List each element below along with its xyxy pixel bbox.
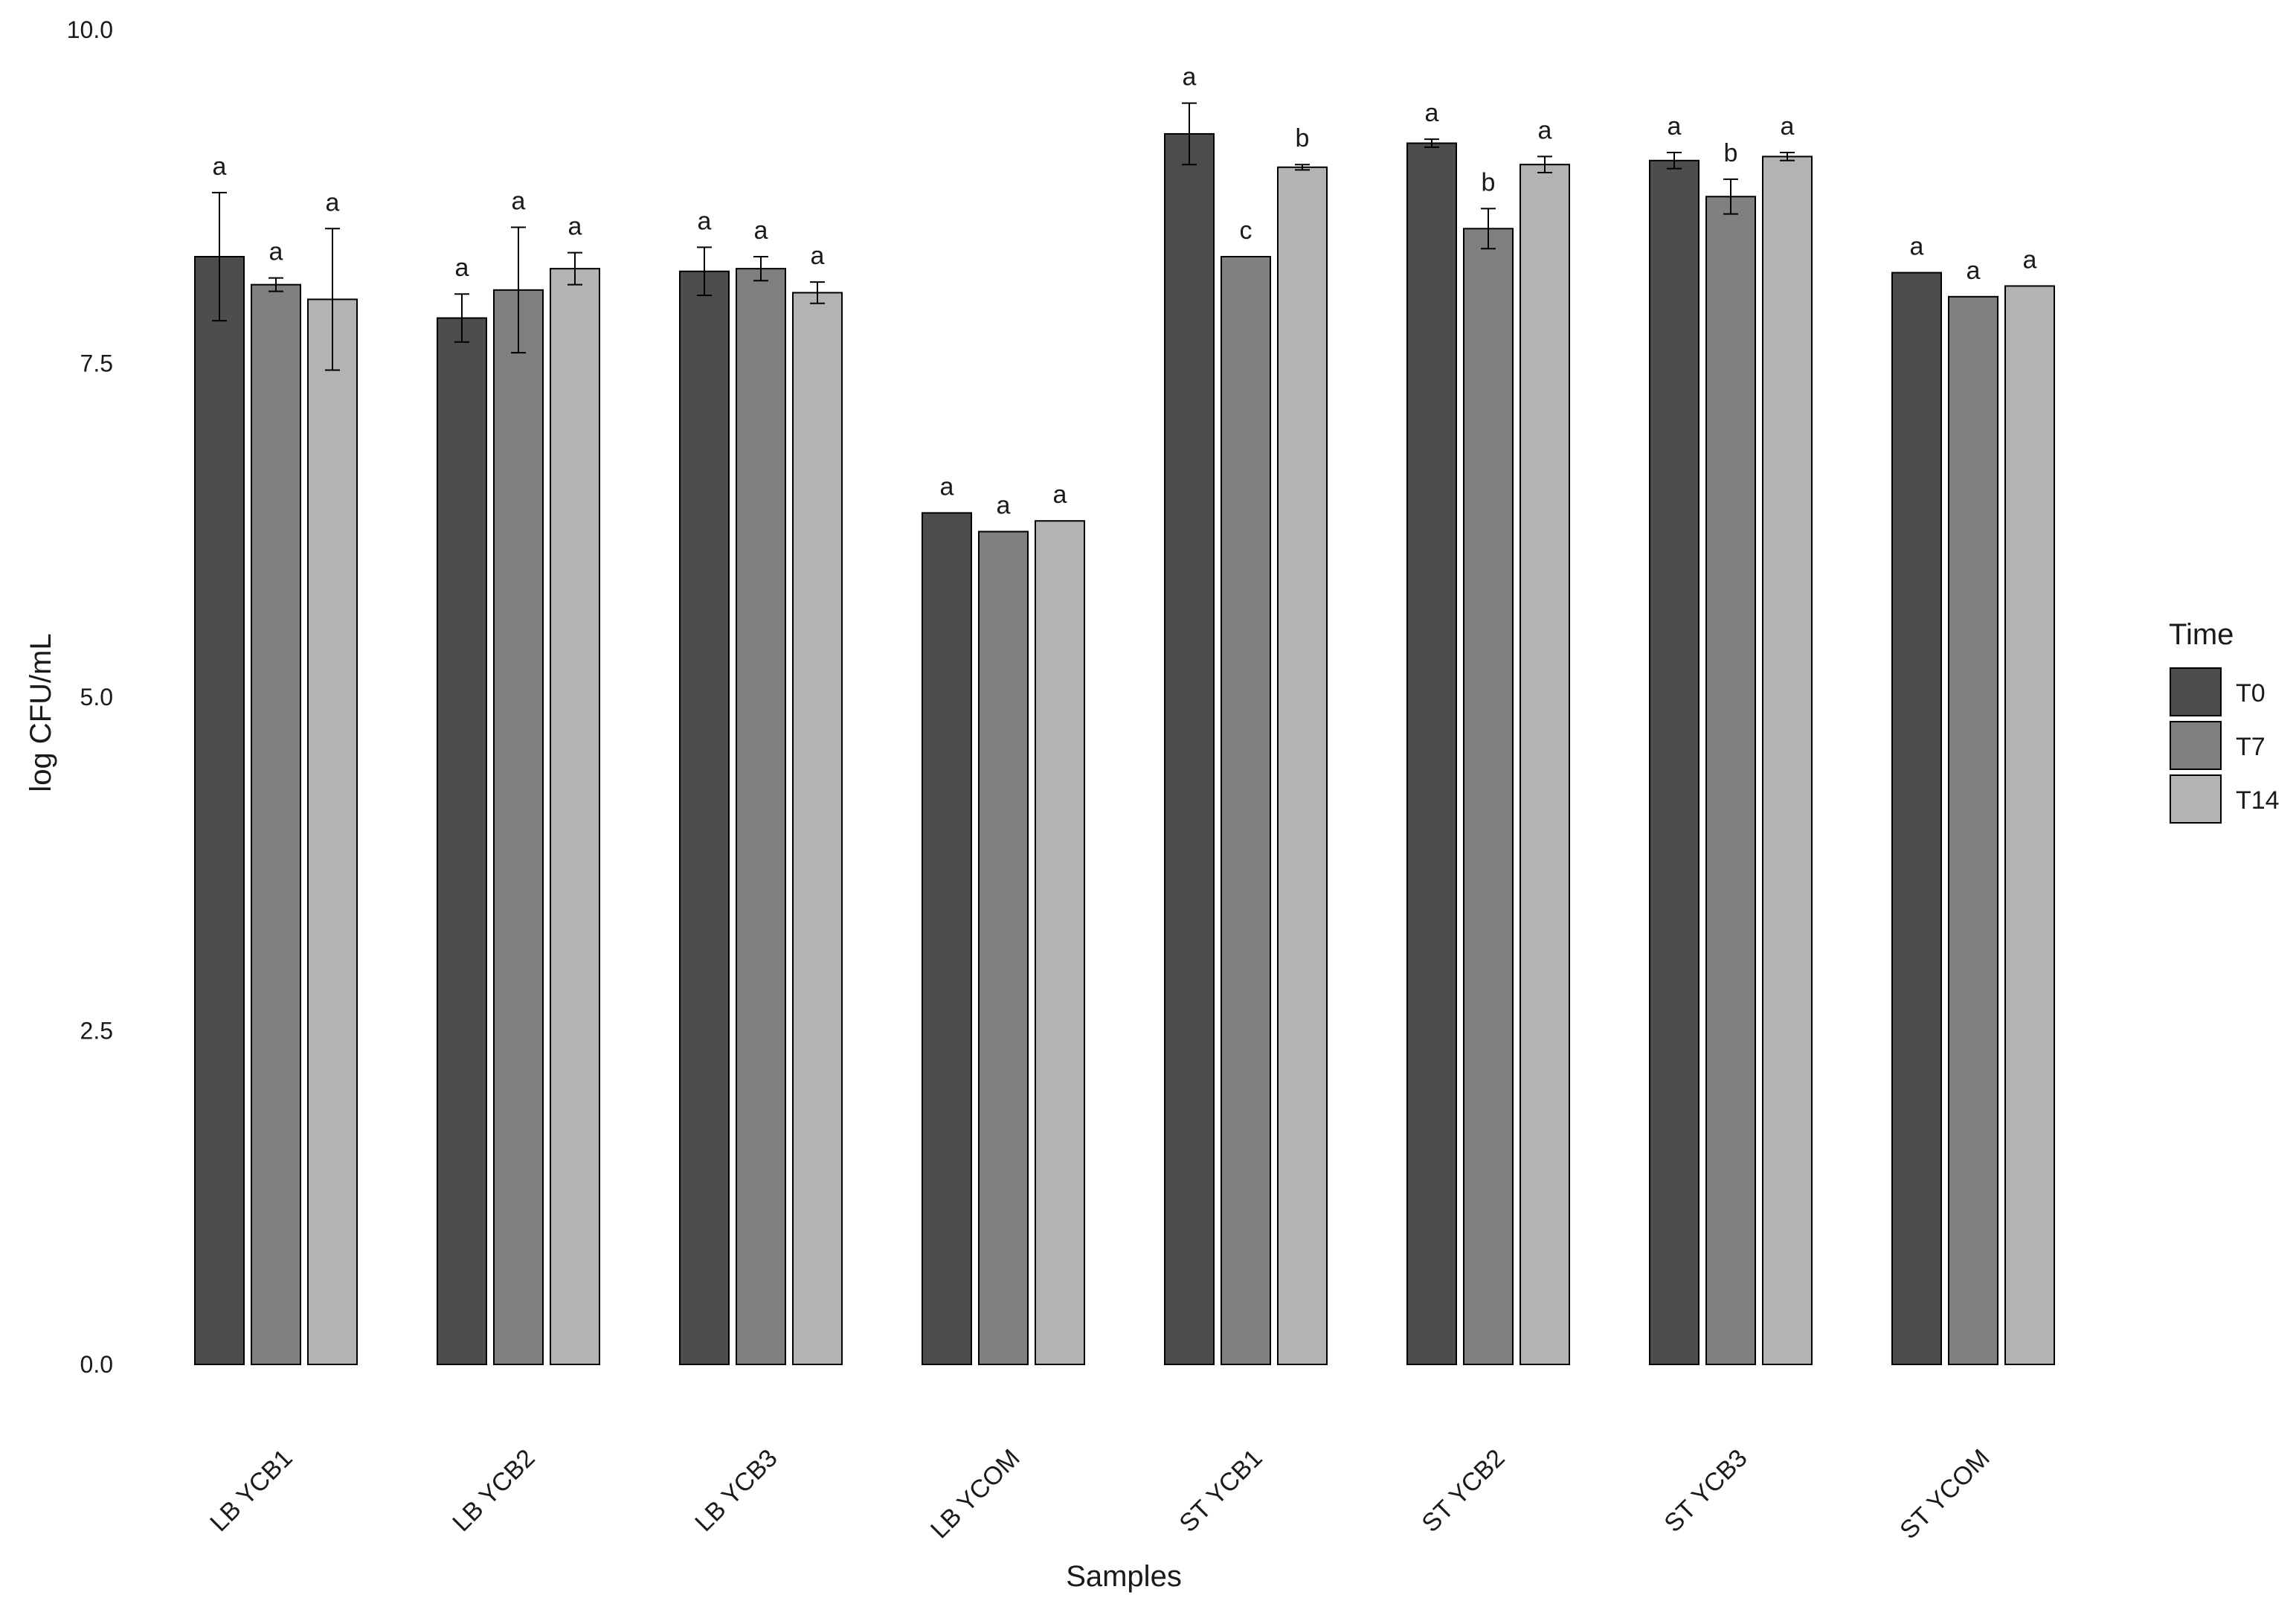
bar [493, 289, 544, 1366]
bar [1520, 164, 1570, 1366]
significance-letter: a [1538, 116, 1552, 144]
x-axis-ticks: LB YCB1 LB YCB2 LB YCB3 LB YCOM ST YCB1 ST YC… [205, 1444, 1995, 1545]
x-tick-label: LB YCB3 [689, 1444, 782, 1537]
bar-group: a a a [679, 207, 843, 1366]
bar [1649, 159, 1700, 1365]
legend: Time T0 T7 T14 [2169, 618, 2280, 824]
y-tick-label: 7.5 [80, 350, 113, 377]
significance-letter: a [940, 472, 954, 501]
significance-letter: b [1724, 139, 1738, 167]
legend-label: T0 [2236, 679, 2266, 708]
significance-letter: a [1910, 233, 1924, 261]
bar [1221, 255, 1271, 1366]
y-tick-label: 10.0 [67, 16, 113, 43]
bar [736, 268, 786, 1366]
significance-letter: a [1967, 257, 1981, 285]
bar-group: a c b [1164, 63, 1328, 1366]
x-tick-label: LB YCB2 [447, 1444, 540, 1537]
x-tick-label: ST YCB3 [1659, 1444, 1752, 1538]
significance-letter: a [698, 207, 712, 235]
significance-letter: a [754, 216, 768, 245]
x-tick-label: LB YCOM [925, 1444, 1026, 1544]
bar [1164, 132, 1215, 1365]
x-tick-label: ST YCB2 [1416, 1444, 1510, 1538]
significance-letter: a [326, 188, 340, 216]
bar-group: a a a [194, 153, 358, 1366]
significance-letter: a [1053, 481, 1067, 509]
bar [978, 530, 1029, 1366]
significance-letter: a [568, 213, 582, 241]
bar [251, 283, 301, 1365]
bar [2004, 285, 2055, 1365]
bar [437, 317, 487, 1365]
x-tick-label: ST YCOM [1894, 1444, 1996, 1545]
bar [1762, 155, 1813, 1365]
significance-letter: a [811, 242, 825, 270]
bar-group: a b a [1406, 99, 1570, 1366]
significance-letter: a [512, 187, 526, 216]
y-tick-label: 0.0 [80, 1351, 113, 1378]
legend-title: Time [2169, 618, 2234, 651]
significance-letter: a [1781, 112, 1795, 141]
bar [194, 255, 245, 1366]
y-axis-ticks: 0.0 2.5 5.0 7.5 10.0 [67, 16, 113, 1378]
bar [922, 512, 972, 1365]
significance-letter: a [1668, 112, 1682, 141]
significance-letter: c [1240, 216, 1252, 245]
bar [1035, 520, 1085, 1365]
y-axis-title: log CFU/mL [25, 633, 57, 792]
significance-letter: a [997, 492, 1011, 520]
x-tick-label: LB YCB1 [205, 1444, 298, 1537]
y-tick-label: 5.0 [80, 684, 113, 710]
bar [307, 298, 358, 1366]
legend-swatch [2170, 721, 2222, 770]
significance-letter: a [1183, 63, 1197, 92]
significance-letter: b [1482, 168, 1496, 196]
significance-letter: a [269, 238, 283, 266]
legend-label: T7 [2236, 733, 2266, 761]
bar [679, 270, 730, 1365]
bar [1277, 166, 1328, 1366]
bar [550, 268, 600, 1366]
significance-letter: a [213, 153, 227, 181]
significance-letter: a [1425, 99, 1439, 127]
legend-swatch [2170, 667, 2222, 716]
x-axis-title: Samples [1066, 1560, 1182, 1593]
bar-group: aba [1649, 112, 1813, 1365]
bar [1463, 228, 1514, 1365]
significance-letter: a [2023, 246, 2037, 274]
significance-letter: b [1296, 124, 1310, 153]
bar [1705, 196, 1756, 1365]
x-tick-label: ST YCB1 [1174, 1444, 1267, 1538]
y-tick-label: 2.5 [80, 1018, 113, 1045]
legend-swatch [2170, 774, 2222, 824]
legend-label: T14 [2236, 786, 2280, 815]
bar [1406, 142, 1457, 1366]
significance-letter: a [455, 254, 469, 282]
bar-group: a a a [437, 187, 600, 1366]
bars: a a a a a a a a a a a a a c b a b a a b a a a a [194, 63, 2055, 1366]
bar [1948, 295, 1998, 1365]
bar [792, 292, 843, 1366]
bar [1891, 272, 1942, 1365]
